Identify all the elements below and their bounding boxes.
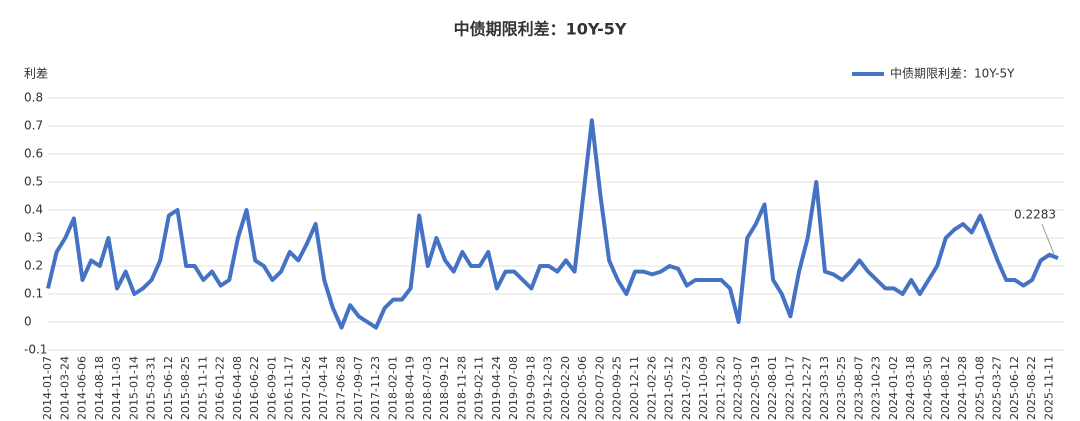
x-tick-label: 2022-03-07 [732,356,745,420]
x-tick-label: 2022-08-01 [766,356,779,420]
x-tick-label: 2022-12-27 [801,356,814,420]
x-tick-label: 2024-05-30 [922,356,935,420]
x-tick-label: 2021-12-20 [714,356,727,420]
x-tick-label: 2025-03-27 [991,356,1004,420]
x-tick-label: 2024-03-18 [904,356,917,420]
x-tick-label: 2018-11-28 [455,356,468,420]
x-tick-label: 2019-04-24 [490,356,503,420]
x-tick-label: 2020-02-20 [559,356,572,420]
y-tick-label: 0.2 [24,259,43,273]
x-tick-label: 2015-11-11 [196,356,209,420]
x-tick-label: 2016-06-22 [248,356,261,420]
x-tick-label: 2021-02-26 [645,356,658,420]
x-tick-label: 2019-02-11 [473,356,486,420]
x-tick-label: 2018-07-03 [421,356,434,420]
chart-title: 中债期限利差：10Y-5Y [454,20,627,39]
y-tick-label: 0.6 [24,147,43,161]
x-tick-label: 2017-01-26 [300,356,313,420]
x-tick-label: 2021-05-12 [663,356,676,420]
x-tick-label: 2015-03-31 [145,356,158,420]
x-tick-label: 2023-08-07 [852,356,865,420]
x-tick-label: 2014-01-07 [41,356,54,420]
x-tick-label: 2015-06-12 [162,356,175,420]
x-tick-label: 2017-11-23 [369,356,382,420]
x-tick-label: 2018-02-01 [386,356,399,420]
y-tick-label: 0 [24,315,32,329]
x-tick-label: 2023-03-13 [818,356,831,420]
y-axis-label: 利差 [24,67,48,81]
x-tick-label: 2022-10-17 [783,356,796,420]
x-tick-label: 2016-09-01 [265,356,278,420]
y-tick-label: -0.1 [24,343,47,357]
x-tick-label: 2014-03-24 [58,356,71,420]
x-tick-label: 2021-10-09 [697,356,710,420]
x-tick-label: 2020-09-25 [611,356,624,420]
x-tick-label: 2025-11-11 [1042,356,1055,420]
x-tick-label: 2015-01-14 [127,356,140,420]
x-tick-label: 2016-04-08 [231,356,244,420]
x-tick-label: 2014-11-03 [110,356,123,420]
x-tick-label: 2018-04-19 [404,356,417,420]
x-tick-label: 2024-08-12 [939,356,952,420]
x-tick-label: 2016-11-17 [283,356,296,420]
x-tick-label: 2025-06-12 [1008,356,1021,420]
data-line [46,118,1059,330]
x-tick-label: 2017-04-14 [317,356,330,420]
x-tick-label: 2021-07-23 [680,356,693,420]
x-tick-label: 2023-05-25 [835,356,848,420]
x-tick-label: 2016-01-22 [214,356,227,420]
x-tick-label: 2014-06-06 [76,356,89,420]
x-tick-label: 2015-08-25 [179,356,192,420]
x-tick-label: 2025-01-08 [973,356,986,420]
x-tick-label: 2018-09-12 [438,356,451,420]
legend-label: 中债期限利差：10Y-5Y [890,66,1015,81]
x-tick-label: 2020-12-11 [628,356,641,420]
x-tick-label: 2020-05-06 [576,356,589,420]
y-tick-label: 0.3 [24,231,43,245]
x-tick-label: 2022-05-19 [749,356,762,420]
y-tick-label: 0.7 [24,119,43,133]
x-tick-label: 2024-10-28 [956,356,969,420]
data-label: 0.2283 [1014,208,1056,222]
x-tick-label: 2019-09-18 [524,356,537,420]
x-tick-label: 2024-01-02 [887,356,900,420]
x-tick-label: 2017-06-28 [335,356,348,420]
x-tick-label: 2025-08-22 [1025,356,1038,420]
y-tick-label: 0.8 [24,91,43,105]
x-tick-label: 2020-07-20 [593,356,606,420]
x-tick-label: 2019-07-08 [507,356,520,420]
x-tick-label: 2014-08-18 [93,356,106,420]
y-tick-label: 0.1 [24,287,43,301]
x-tick-label: 2023-10-23 [870,356,883,420]
annotation-leader [1041,223,1055,255]
x-tick-label: 2017-09-07 [352,356,365,420]
y-tick-label: 0.4 [24,203,43,217]
x-tick-label: 2019-12-03 [542,356,555,420]
y-tick-label: 0.5 [24,175,43,189]
